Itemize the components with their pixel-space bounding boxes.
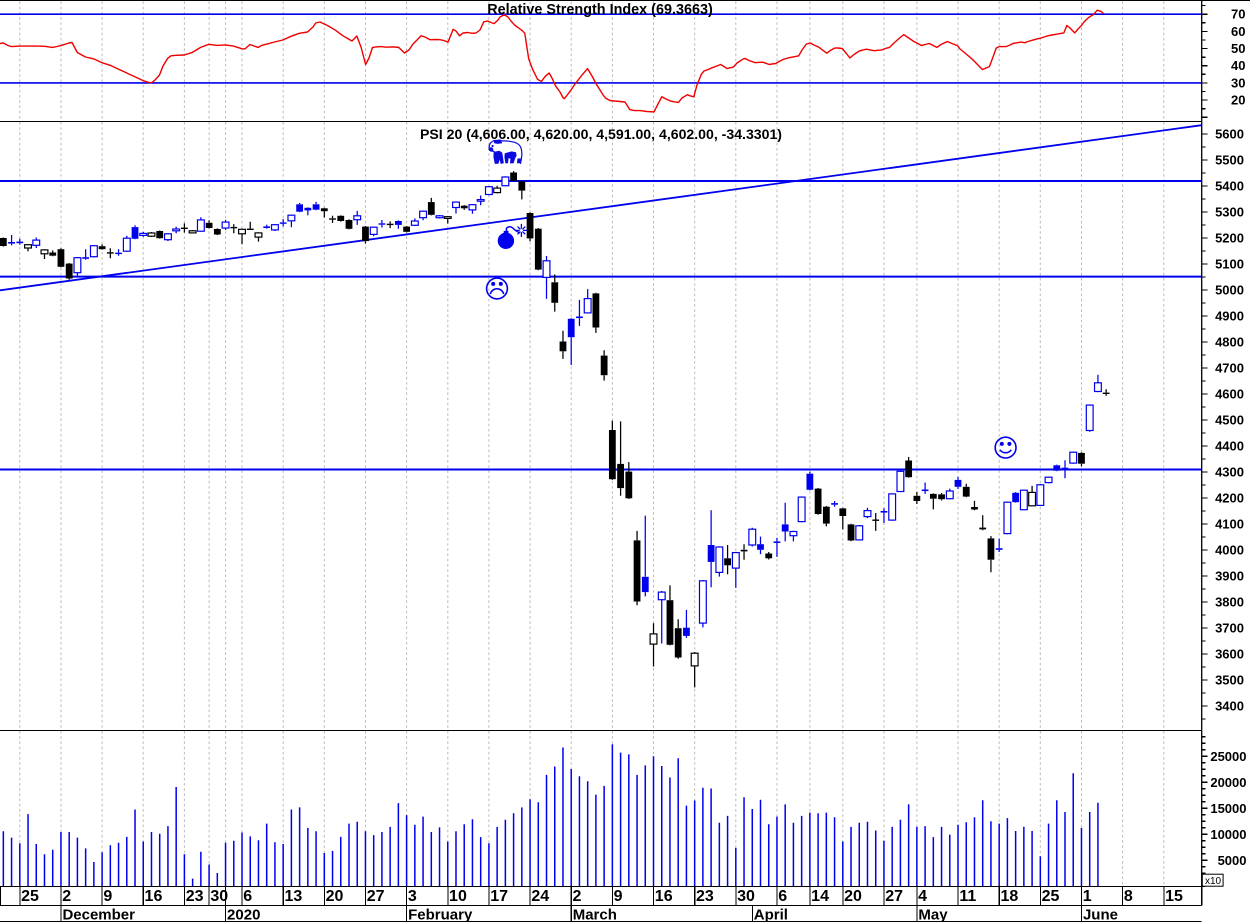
svg-text:60: 60 xyxy=(1231,24,1245,39)
svg-text:30: 30 xyxy=(210,888,228,905)
svg-text:13: 13 xyxy=(284,888,302,905)
svg-text:5000: 5000 xyxy=(1215,283,1244,298)
svg-text:3800: 3800 xyxy=(1215,595,1244,610)
svg-text:December: December xyxy=(62,906,135,922)
svg-text:3400: 3400 xyxy=(1215,699,1244,714)
svg-text:20: 20 xyxy=(326,888,344,905)
svg-text:PSI 20 (4,606.00, 4,620.00, 4,: PSI 20 (4,606.00, 4,620.00, 4,591.00, 4,… xyxy=(420,126,782,142)
svg-text:5300: 5300 xyxy=(1215,205,1244,220)
svg-text:70: 70 xyxy=(1231,7,1245,22)
svg-text:20000: 20000 xyxy=(1210,775,1246,790)
svg-text:23: 23 xyxy=(696,888,714,905)
svg-text:15: 15 xyxy=(1165,888,1183,905)
svg-text:2: 2 xyxy=(62,888,71,905)
svg-text:4400: 4400 xyxy=(1215,439,1244,454)
svg-text:3900: 3900 xyxy=(1215,569,1244,584)
svg-text:4900: 4900 xyxy=(1215,309,1244,324)
svg-text:15000: 15000 xyxy=(1210,801,1246,816)
svg-text:June: June xyxy=(1083,906,1118,922)
svg-text:25: 25 xyxy=(21,888,39,905)
svg-text:5200: 5200 xyxy=(1215,231,1244,246)
svg-text:8: 8 xyxy=(1124,888,1133,905)
svg-text:5600: 5600 xyxy=(1215,127,1244,142)
svg-text:5100: 5100 xyxy=(1215,257,1244,272)
svg-text:10000: 10000 xyxy=(1210,827,1246,842)
svg-text:2020: 2020 xyxy=(227,906,260,922)
svg-text:30: 30 xyxy=(1231,75,1245,90)
svg-text:5400: 5400 xyxy=(1215,179,1244,194)
svg-text:9: 9 xyxy=(614,888,623,905)
svg-text:25000: 25000 xyxy=(1210,749,1246,764)
svg-text:4300: 4300 xyxy=(1215,465,1244,480)
svg-text:25: 25 xyxy=(1042,888,1060,905)
svg-text:February: February xyxy=(408,906,473,922)
svg-text:18: 18 xyxy=(1000,888,1018,905)
svg-text:4600: 4600 xyxy=(1215,387,1244,402)
svg-text:3600: 3600 xyxy=(1215,647,1244,662)
svg-text:17: 17 xyxy=(490,888,508,905)
svg-text:4: 4 xyxy=(918,888,927,905)
svg-text:April: April xyxy=(754,906,788,922)
svg-text:4200: 4200 xyxy=(1215,491,1244,506)
svg-text:16: 16 xyxy=(655,888,673,905)
svg-text:11: 11 xyxy=(959,888,976,905)
svg-text:1: 1 xyxy=(1083,888,1092,905)
svg-text:23: 23 xyxy=(186,888,204,905)
svg-text:20: 20 xyxy=(1231,93,1245,108)
svg-text:3: 3 xyxy=(408,888,417,905)
svg-text:2: 2 xyxy=(573,888,582,905)
svg-text:5000: 5000 xyxy=(1218,853,1247,868)
svg-text:3500: 3500 xyxy=(1215,673,1244,688)
svg-text:5500: 5500 xyxy=(1215,153,1244,168)
svg-text:27: 27 xyxy=(885,888,903,905)
svg-text:20: 20 xyxy=(844,888,862,905)
svg-text:x10: x10 xyxy=(1205,876,1222,887)
svg-text:3700: 3700 xyxy=(1215,621,1244,636)
svg-text:4100: 4100 xyxy=(1215,517,1244,532)
svg-text:4700: 4700 xyxy=(1215,361,1244,376)
svg-text:March: March xyxy=(573,906,617,922)
svg-text:40: 40 xyxy=(1231,58,1245,73)
svg-text:16: 16 xyxy=(145,888,163,905)
svg-text:4000: 4000 xyxy=(1215,543,1244,558)
svg-text:May: May xyxy=(918,906,948,922)
svg-text:Relative Strength Index (69.36: Relative Strength Index (69.3663) xyxy=(487,2,713,18)
svg-text:10: 10 xyxy=(449,888,467,905)
svg-text:14: 14 xyxy=(811,888,829,905)
svg-text:30: 30 xyxy=(737,888,755,905)
svg-text:9: 9 xyxy=(103,888,112,905)
svg-text:50: 50 xyxy=(1231,41,1245,56)
svg-text:6: 6 xyxy=(243,888,252,905)
svg-text:6: 6 xyxy=(778,888,787,905)
svg-text:4500: 4500 xyxy=(1215,413,1244,428)
svg-text:4800: 4800 xyxy=(1215,335,1244,350)
svg-text:27: 27 xyxy=(367,888,385,905)
svg-text:24: 24 xyxy=(531,888,549,905)
